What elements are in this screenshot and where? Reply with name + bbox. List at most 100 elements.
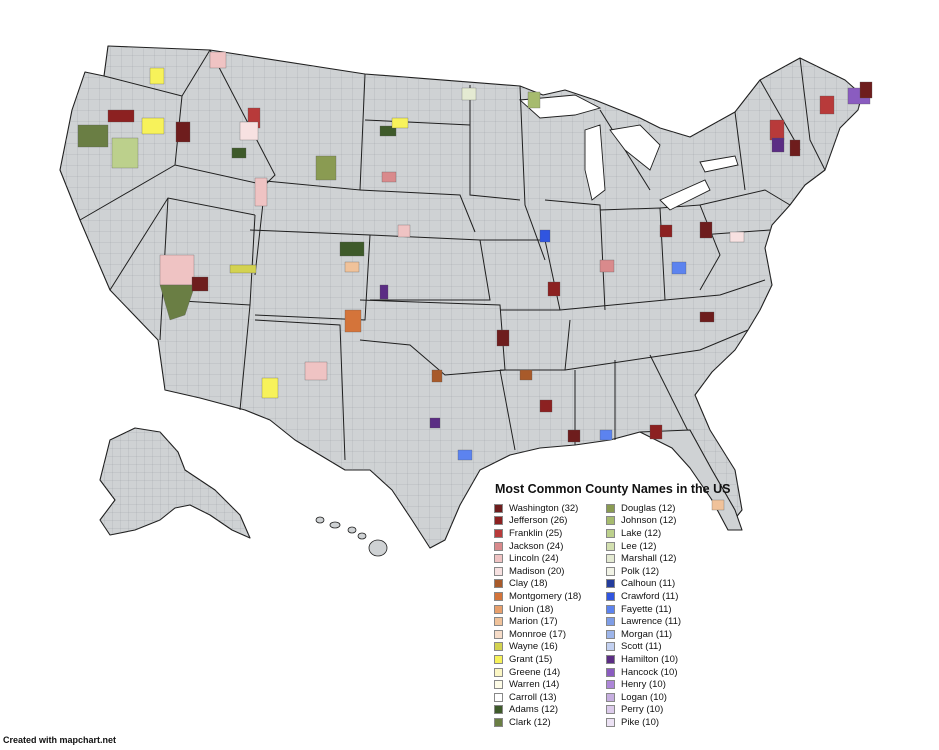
county-il-1 — [539, 229, 551, 243]
great-lakes — [518, 94, 739, 211]
county-ga-1 — [649, 424, 663, 440]
legend-swatch — [494, 541, 503, 551]
legend-label: Logan (10) — [621, 691, 667, 703]
legend-item: Jefferson (26) — [494, 515, 604, 528]
legend-label: Perry (10) — [621, 704, 664, 716]
legend-item: Lee (12) — [606, 540, 716, 553]
legend-item: Wayne (16) — [494, 641, 604, 654]
legend-item: Marion (17) — [494, 615, 604, 628]
county-ut-2 — [229, 264, 257, 274]
county-nh-1 — [819, 95, 835, 115]
legend-swatch — [606, 591, 615, 601]
county-tx-2 — [431, 369, 443, 383]
legend-swatch — [494, 654, 503, 664]
legend-label: Greene (14) — [509, 666, 561, 678]
legend-item: Warren (14) — [494, 678, 604, 691]
legend-swatch — [494, 629, 503, 639]
legend-item: Fayette (11) — [606, 603, 716, 616]
legend-label: Calhoun (11) — [621, 578, 676, 590]
legend-label: Hancock (10) — [621, 666, 678, 678]
county-al-1 — [599, 429, 613, 441]
legend-item: Adams (12) — [494, 704, 604, 717]
legend-swatch — [606, 541, 615, 551]
county-ky-1 — [599, 259, 615, 273]
alaska — [99, 427, 251, 539]
county-wa-2 — [149, 67, 165, 85]
legend-swatch — [494, 579, 503, 589]
legend-swatch — [494, 717, 503, 727]
legend-swatch — [494, 528, 503, 538]
legend: Most Common County Names in the US Washi… — [494, 482, 754, 729]
county-oh-1 — [659, 224, 673, 238]
legend-item: Scott (11) — [606, 641, 716, 654]
legend-label: Hamilton (10) — [621, 653, 679, 665]
legend-swatch — [494, 705, 503, 715]
legend-item: Lawrence (11) — [606, 615, 716, 628]
legend-item: Calhoun (11) — [606, 578, 716, 591]
county-wy-1 — [315, 155, 337, 181]
legend-label: Adams (12) — [509, 704, 559, 716]
county-ks-2 — [379, 284, 389, 300]
legend-label: Grant (15) — [509, 653, 553, 665]
legend-title: Most Common County Names in the US — [495, 482, 731, 496]
legend-label: Montgomery (18) — [509, 590, 582, 602]
legend-column-1: Washington (32) Jefferson (26) Franklin (2… — [494, 502, 604, 729]
county-tx-1 — [457, 449, 473, 461]
legend-swatch — [606, 680, 615, 690]
county-az-1 — [261, 377, 279, 399]
legend-swatch — [494, 617, 503, 627]
legend-label: Monnroe (17) — [509, 628, 567, 640]
legend-label: Franklin (25) — [509, 527, 563, 539]
contiguous-us — [59, 45, 863, 549]
legend-item: Lake (12) — [606, 527, 716, 540]
legend-label: Lee (12) — [621, 540, 657, 552]
legend-swatch — [494, 604, 503, 614]
legend-item: Montgomery (18) — [494, 590, 604, 603]
county-mo-1 — [496, 329, 510, 347]
legend-swatch — [494, 503, 503, 513]
county-la-1 — [567, 429, 581, 443]
legend-label: Pike (10) — [621, 716, 660, 728]
legend-label: Lincoln (24) — [509, 553, 559, 565]
legend-item: Clay (18) — [494, 578, 604, 591]
legend-swatch — [606, 705, 615, 715]
legend-swatch — [494, 566, 503, 576]
legend-item: Carroll (13) — [494, 691, 604, 704]
county-nv-3 — [191, 276, 209, 292]
legend-label: Scott (11) — [621, 641, 662, 653]
legend-item: Greene (14) — [494, 666, 604, 679]
county-vt-1 — [771, 137, 785, 153]
legend-label: Union (18) — [509, 603, 554, 615]
legend-label: Douglas (12) — [621, 502, 676, 514]
legend-label: Lake (12) — [621, 527, 662, 539]
legend-item: Johnson (12) — [606, 515, 716, 528]
legend-item: Crawford (11) — [606, 590, 716, 603]
highlighted-counties — [77, 51, 873, 511]
legend-label: Henry (10) — [621, 679, 666, 691]
legend-swatch — [494, 692, 503, 702]
legend-item: Pike (10) — [606, 716, 716, 729]
legend-item: Hamilton (10) — [606, 653, 716, 666]
legend-swatch — [494, 554, 503, 564]
legend-swatch — [606, 566, 615, 576]
county-id-1 — [175, 121, 191, 143]
legend-label: Washington (32) — [509, 502, 579, 514]
legend-label: Jefferson (26) — [509, 515, 568, 527]
legend-item: Jackson (24) — [494, 540, 604, 553]
county-pa-2 — [729, 231, 745, 243]
legend-label: Warren (14) — [509, 679, 560, 691]
state-borders — [79, 49, 826, 461]
legend-item: Polk (12) — [606, 565, 716, 578]
county-wa-1 — [107, 109, 135, 123]
legend-label: Clark (12) — [509, 716, 551, 728]
credit-text: Created with mapchart.net — [3, 735, 117, 745]
legend-swatch — [494, 591, 503, 601]
legend-item: Marshall (12) — [606, 552, 716, 565]
legend-label: Madison (20) — [509, 565, 565, 577]
county-grid-east — [60, 46, 862, 548]
county-ny-2 — [789, 139, 801, 157]
legend-swatch — [606, 604, 615, 614]
county-or-1 — [77, 124, 109, 148]
legend-item: Union (18) — [494, 603, 604, 616]
legend-swatch — [606, 654, 615, 664]
